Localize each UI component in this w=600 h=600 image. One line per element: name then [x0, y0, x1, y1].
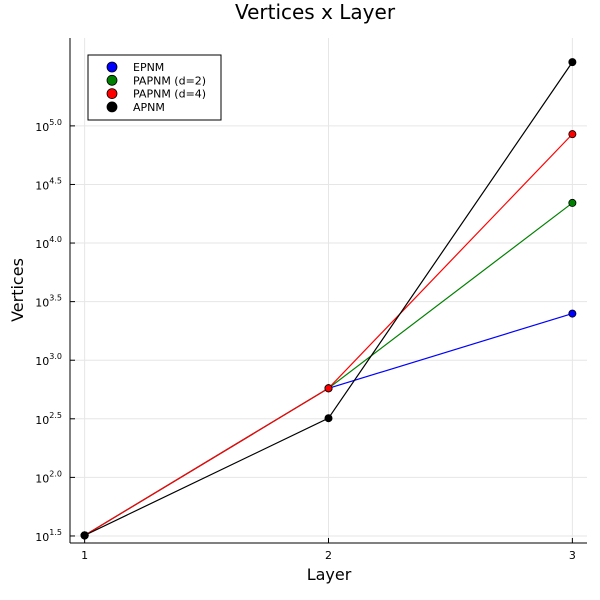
y-tick-exponent: 4.5: [49, 176, 62, 185]
y-tick-label: 104.0: [35, 235, 62, 251]
data-point-2-2: [568, 130, 577, 139]
legend-marker-1: [106, 74, 118, 86]
y-tick-exponent: 2.0: [49, 469, 62, 478]
data-point-3-2: [568, 58, 577, 67]
y-tick-label: 104.5: [35, 176, 62, 192]
data-point-3-0: [80, 531, 89, 540]
x-ticks: 1 2 3: [81, 538, 576, 562]
x-tick-label: 3: [569, 549, 576, 562]
chart-title: Vertices x Layer: [235, 0, 396, 24]
y-tick-exponent: 3.0: [49, 352, 62, 361]
y-tick-label: 105.0: [35, 118, 62, 134]
y-tick-base: 10: [35, 297, 49, 310]
y-tick-base: 10: [35, 179, 49, 192]
y-axis-label: Vertices: [8, 258, 27, 322]
y-tick-base: 10: [35, 414, 49, 427]
y-tick-label: 101.5: [35, 528, 62, 544]
series-layer: [80, 58, 577, 540]
y-tick-base: 10: [35, 355, 49, 368]
y-tick-exponent: 2.5: [49, 411, 62, 420]
y-tick-base: 10: [35, 472, 49, 485]
legend-marker-3: [106, 101, 118, 113]
y-tick-exponent: 4.0: [49, 235, 62, 244]
y-tick-base: 10: [35, 121, 49, 134]
x-tick-label: 2: [325, 549, 332, 562]
y-tick-exponent: 3.5: [49, 294, 62, 303]
y-tick-label: 102.5: [35, 411, 62, 427]
x-tick-label: 1: [81, 549, 88, 562]
legend-label-2: PAPNM (d=4): [133, 88, 206, 101]
y-tick-label: 102.0: [35, 469, 62, 485]
y-tick-label: 103.5: [35, 294, 62, 310]
legend-marker-0: [106, 61, 118, 73]
legend-label-1: PAPNM (d=2): [133, 74, 206, 87]
y-tick-exponent: 1.5: [49, 528, 62, 537]
legend-marker-2: [106, 88, 118, 99]
y-tick-base: 10: [35, 238, 49, 251]
y-tick-label: 103.0: [35, 352, 62, 368]
series-markers: [80, 58, 577, 540]
data-point-0-2: [568, 309, 577, 318]
data-point-3-1: [324, 414, 333, 423]
x-axis-label: Layer: [307, 565, 352, 584]
y-tick-base: 10: [35, 531, 49, 544]
legend-label-3: APNM: [133, 101, 165, 114]
legend-label-0: EPNM: [133, 61, 164, 74]
data-point-2-1: [324, 384, 333, 393]
data-point-1-2: [568, 198, 577, 207]
y-tick-exponent: 5.0: [49, 118, 62, 127]
